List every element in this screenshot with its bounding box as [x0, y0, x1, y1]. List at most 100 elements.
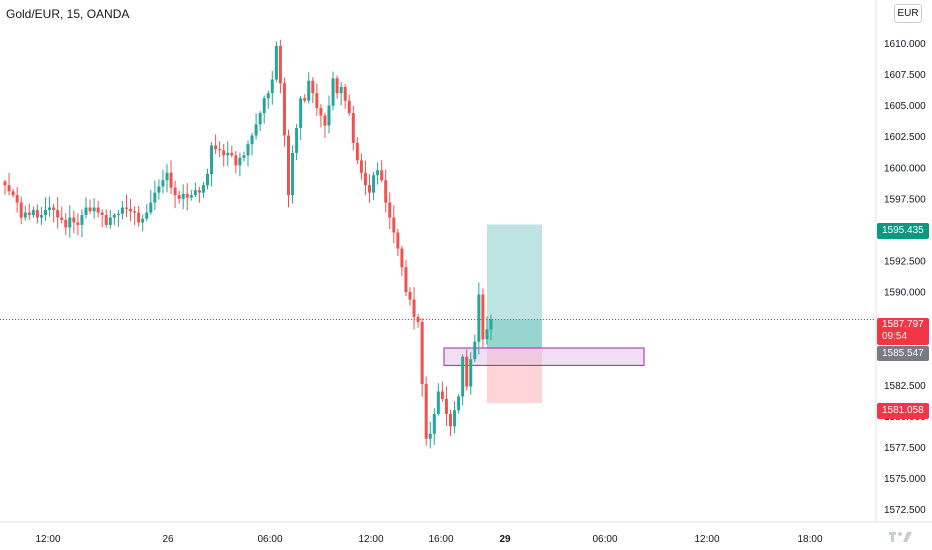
- candle-body: [39, 215, 43, 218]
- time-axis-label: 12:00: [358, 534, 383, 545]
- candle-body: [266, 93, 270, 99]
- candle-body: [282, 83, 286, 136]
- candle-body: [72, 217, 76, 223]
- candle-body: [457, 396, 461, 411]
- candle-body: [137, 212, 141, 223]
- price-axis-label: 1582.500: [884, 381, 926, 392]
- candle-body: [210, 145, 214, 174]
- candle-body: [420, 321, 424, 385]
- candle-body: [64, 219, 68, 228]
- candle-body: [92, 207, 96, 212]
- candle-body: [372, 175, 376, 193]
- price-axis-label: 1592.500: [884, 257, 926, 268]
- candle-body: [428, 433, 432, 439]
- candle-body: [436, 391, 440, 414]
- candle-body: [400, 248, 404, 268]
- candle-body: [323, 115, 327, 126]
- candle-body: [116, 213, 120, 216]
- last-price-value: 1587.797: [882, 319, 924, 330]
- candle-body: [234, 155, 238, 166]
- candle-body: [141, 218, 145, 223]
- candle-body: [68, 217, 72, 228]
- candle-body: [363, 172, 367, 186]
- candle-body: [129, 208, 133, 212]
- candle-body: [246, 144, 250, 156]
- price-axis-label: 1602.500: [884, 132, 926, 143]
- candle-body: [173, 187, 177, 196]
- candle-body: [3, 181, 7, 186]
- candle-body: [56, 210, 60, 218]
- candle-body: [52, 207, 56, 211]
- candle-body: [291, 152, 295, 196]
- candle-body: [222, 150, 226, 156]
- candles: [3, 39, 493, 449]
- candle-body: [181, 193, 185, 199]
- candle-body: [384, 180, 388, 203]
- candle-body: [327, 105, 331, 126]
- candle-body: [193, 190, 197, 196]
- candle-body: [278, 45, 282, 84]
- candle-body: [125, 207, 128, 209]
- candle-body: [214, 145, 218, 150]
- candle-body: [388, 202, 392, 218]
- price-axis-label: 1607.500: [884, 70, 926, 81]
- candle-body: [489, 319, 493, 330]
- candle-body: [23, 212, 27, 218]
- candle-body: [31, 210, 35, 216]
- candle-body: [303, 98, 307, 101]
- candle-body: [165, 172, 169, 181]
- candle-body: [392, 217, 396, 233]
- candle-body: [315, 93, 319, 109]
- candle-body: [404, 267, 408, 293]
- candle-body: [254, 124, 258, 136]
- tradingview-logo-icon[interactable]: [880, 529, 922, 547]
- candle-body: [226, 152, 230, 156]
- currency-badge[interactable]: EUR: [894, 4, 922, 23]
- candle-body: [80, 215, 84, 225]
- candle-body: [120, 207, 124, 214]
- time-axis-label: 12:00: [35, 534, 60, 545]
- candle-body: [96, 207, 100, 213]
- candle-body: [376, 170, 380, 176]
- open-profit-fill: [487, 319, 542, 348]
- candle-body: [258, 113, 262, 125]
- candle-body: [76, 222, 80, 225]
- price-axis-label: 1605.000: [884, 101, 926, 112]
- time-axis-label: 18:00: [797, 534, 822, 545]
- candle-body: [100, 212, 104, 216]
- position-zones[interactable]: [443, 224, 645, 404]
- time-axis-label: 06:00: [257, 534, 282, 545]
- candle-body: [473, 341, 477, 360]
- candle-body: [311, 80, 315, 94]
- candle-body: [145, 212, 149, 219]
- candle-body: [250, 135, 254, 145]
- candle-body: [44, 210, 47, 216]
- candle-body: [242, 155, 246, 158]
- entry-price-tag: 1585.547: [877, 346, 929, 361]
- candle-body: [368, 185, 371, 193]
- candle-body: [347, 100, 351, 114]
- candle-body: [169, 172, 173, 188]
- candle-body: [7, 185, 11, 192]
- candle-body: [185, 193, 189, 198]
- candle-body: [359, 160, 363, 173]
- candle-body: [295, 128, 299, 153]
- candle-body: [27, 212, 31, 216]
- last-price-tag: 1587.797 09:54: [877, 318, 929, 345]
- candle-body: [319, 108, 323, 116]
- candle-body: [270, 79, 274, 94]
- candle-body: [60, 217, 64, 220]
- candle-body: [380, 170, 384, 181]
- symbol-title: Gold/EUR, 15, OANDA: [6, 7, 130, 21]
- logo-icon-shape: [889, 532, 912, 542]
- candle-body: [299, 98, 303, 129]
- take-profit-tag: 1595.435: [877, 223, 929, 239]
- candle-body: [88, 207, 92, 212]
- price-axis-label: 1575.000: [884, 474, 926, 485]
- candle-body: [15, 195, 19, 203]
- candle-body: [177, 195, 181, 199]
- time-axis-label: 06:00: [592, 534, 617, 545]
- candle-body: [206, 174, 209, 186]
